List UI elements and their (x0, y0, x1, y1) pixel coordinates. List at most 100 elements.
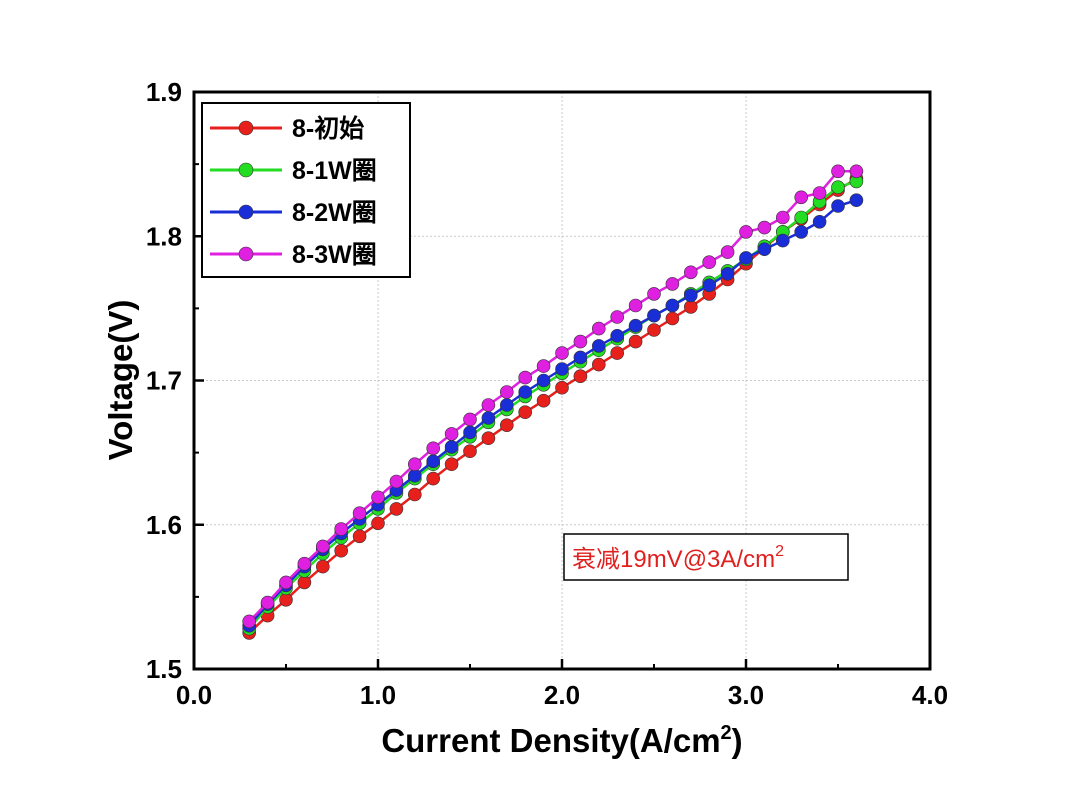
x-tick-label: 4.0 (912, 680, 948, 710)
data-point (573, 350, 588, 365)
data-point (536, 393, 551, 408)
data-point (463, 412, 477, 427)
legend-item: 8-初始 (210, 115, 364, 143)
data-point (591, 321, 606, 336)
data-point (426, 471, 441, 486)
data-point (352, 506, 367, 521)
data-point (647, 308, 661, 323)
data-point (499, 385, 514, 399)
data-point (702, 255, 717, 270)
data-point (279, 592, 293, 607)
data-point (610, 328, 625, 343)
data-point (831, 164, 845, 179)
x-tick-label: 1.0 (360, 680, 396, 710)
series-line (248, 170, 857, 623)
legend-label: 8-2W圈 (292, 199, 377, 227)
legend-marker (238, 204, 254, 220)
data-point (518, 405, 533, 420)
data-point (407, 457, 422, 472)
data-point (775, 210, 790, 225)
data-point (463, 425, 477, 440)
data-point (426, 454, 441, 469)
data-point (665, 298, 680, 313)
data-point (260, 595, 275, 610)
x-axis-title: Current Density(A/cm2) (381, 722, 742, 759)
data-point (720, 245, 735, 259)
data-point (555, 380, 569, 395)
legend-item: 8-2W圈 (210, 199, 377, 227)
data-point (518, 385, 533, 399)
y-tick-label: 1.6 (146, 510, 182, 540)
series-line (248, 199, 857, 627)
data-point (499, 398, 514, 412)
data-point (647, 287, 661, 301)
data-point (683, 265, 698, 280)
data-point (279, 575, 293, 590)
legend-label: 8-3W圈 (292, 241, 377, 269)
data-point (794, 225, 809, 239)
data-point (297, 556, 312, 571)
data-point (794, 190, 809, 205)
data-point (739, 251, 753, 265)
data-point (757, 220, 772, 235)
y-tick-label: 1.5 (146, 654, 182, 684)
series-layer (242, 164, 864, 640)
y-axis-title: Voltage(V) (102, 300, 139, 461)
data-point (555, 346, 569, 360)
data-point (739, 225, 753, 239)
data-point (683, 288, 698, 303)
data-point (665, 277, 680, 291)
legend-marker (238, 120, 254, 136)
legend-label: 8-1W圈 (292, 157, 377, 185)
data-point (481, 431, 496, 446)
data-point (242, 614, 256, 629)
data-point (702, 278, 717, 293)
data-point (334, 543, 349, 558)
series-4 (242, 164, 864, 629)
data-point (720, 266, 735, 281)
data-point (775, 233, 790, 248)
legend-items: 8-初始 8-1W圈 8-2W圈 8-3W圈 (210, 115, 377, 269)
legend-marker (238, 162, 254, 178)
data-point (444, 440, 459, 454)
y-tick-label: 1.7 (146, 366, 182, 396)
legend-marker (238, 246, 254, 262)
x-tick-label: 3.0 (728, 680, 764, 710)
data-point (518, 370, 533, 385)
legend: 8-初始 8-1W圈 8-2W圈 8-3W圈 (201, 102, 411, 278)
y-tick-label: 1.9 (146, 77, 182, 107)
data-point (591, 339, 606, 353)
data-point (831, 199, 845, 213)
data-point (628, 334, 643, 349)
data-point (407, 468, 422, 483)
data-point (573, 369, 588, 384)
data-point (334, 522, 349, 536)
data-point (481, 398, 496, 412)
data-point (610, 346, 625, 360)
data-point (297, 575, 312, 590)
data-point (812, 215, 827, 229)
data-point (426, 441, 441, 456)
legend-box (201, 102, 411, 278)
data-point (812, 186, 827, 200)
data-point (389, 474, 404, 489)
data-point (536, 373, 551, 388)
series-line (248, 177, 858, 634)
data-point (463, 444, 477, 459)
y-tick-label: 1.8 (146, 221, 182, 251)
data-point (371, 516, 385, 531)
axis-ticks: 0.0 1.0 2.0 3.0 4.0 1.5 1.6 1.7 1.8 1.9 (146, 77, 948, 710)
legend-item: 8-3W圈 (210, 241, 377, 269)
data-point (757, 242, 772, 256)
data-point (315, 539, 330, 554)
data-point (371, 490, 385, 505)
annotation-box (563, 533, 849, 581)
annotation-text: 衰减19mV@3A/cm2 (572, 543, 784, 573)
data-point (831, 180, 845, 194)
data-point (794, 210, 809, 225)
data-point (683, 300, 698, 314)
data-point (628, 298, 643, 313)
data-point (481, 411, 496, 425)
x-tick-label: 2.0 (544, 680, 580, 710)
